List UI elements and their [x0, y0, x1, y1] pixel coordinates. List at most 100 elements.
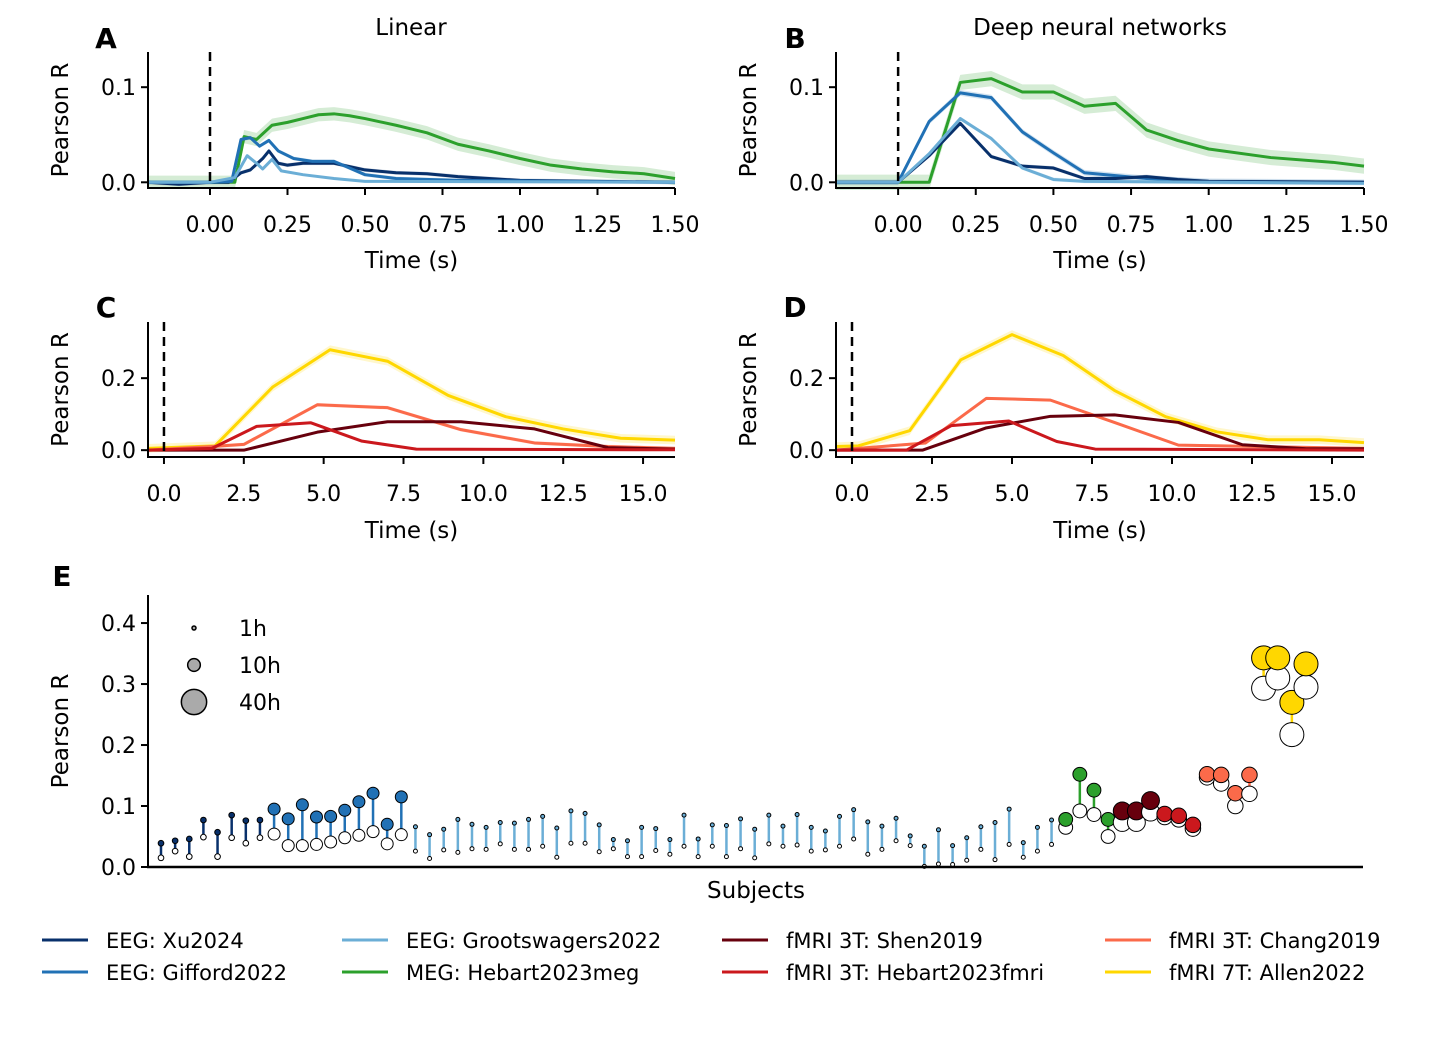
subject-point-open-Grootswagers2022 — [624, 854, 630, 860]
subject-point-open-Grootswagers2022 — [794, 842, 800, 848]
x-tick-label: 1.25 — [573, 213, 622, 238]
subject-point-filled-Hebart2023meg — [1072, 766, 1088, 782]
subject-point-filled-Grootswagers2022 — [1006, 806, 1012, 812]
subject-point-open-Grootswagers2022 — [964, 857, 970, 863]
x-tick-label: 0.50 — [1029, 213, 1078, 238]
subject-point-filled-Grootswagers2022 — [469, 821, 475, 827]
subject-point-filled-Grootswagers2022 — [554, 825, 560, 831]
panel-title: Deep neural networks — [973, 15, 1227, 41]
subject-point-open-Grootswagers2022 — [935, 861, 941, 867]
subject-point-open-Grootswagers2022 — [723, 854, 729, 860]
size-legend-label: 10h — [239, 654, 281, 679]
subject-point-filled-Grootswagers2022 — [653, 826, 659, 832]
y-tick-label: 0.3 — [101, 673, 136, 698]
line-Hebart2023fmri — [836, 419, 1365, 452]
subject-point-open-Xu2024 — [242, 839, 250, 847]
line-Hebart2023fmri — [147, 421, 676, 452]
x-tick-label: 7.5 — [1075, 482, 1110, 507]
x-tick-label: 1.50 — [1340, 213, 1389, 238]
subject-point-open-Grootswagers2022 — [596, 849, 602, 855]
subject-point-open-Grootswagers2022 — [992, 857, 998, 863]
subject-point-filled-Chang2019 — [1227, 784, 1244, 802]
subject-point-open-Xu2024 — [171, 847, 179, 855]
x-tick-label: 5.0 — [995, 482, 1030, 507]
x-tick-label: 1.25 — [1262, 213, 1311, 238]
y-tick-label: 0.2 — [101, 734, 136, 759]
subject-point-filled-Hebart2023fmri — [1156, 805, 1173, 823]
y-tick-label: 0.2 — [101, 367, 136, 392]
legend-item: fMRI 3T: Shen2019 — [722, 929, 983, 953]
y-tick-label: 0.0 — [101, 439, 136, 464]
subject-point-open-Grootswagers2022 — [837, 843, 843, 849]
x-tick-label: 7.5 — [386, 482, 421, 507]
subject-point-filled-Chang2019 — [1241, 766, 1258, 784]
y-axis-label: Pearson R — [48, 332, 74, 447]
subject-point-open-Grootswagers2022 — [639, 854, 645, 860]
subject-point-filled-Xu2024 — [185, 835, 193, 843]
subject-point-filled-Grootswagers2022 — [681, 812, 687, 818]
subject-point-filled-Shen2019 — [1141, 791, 1160, 810]
line-Shen2019 — [836, 413, 1364, 452]
subject-point-filled-Xu2024 — [228, 811, 236, 819]
subject-point-open-Grootswagers2022 — [441, 847, 447, 853]
subject-point-open-Grootswagers2022 — [412, 848, 418, 854]
line-Grootswagers2022 — [148, 154, 676, 184]
subject-point-filled-Gifford2022 — [295, 798, 309, 812]
subject-point-open-Grootswagers2022 — [851, 836, 857, 842]
y-axis-label: Pearson R — [736, 63, 762, 178]
y-axis-label: Pearson R — [48, 674, 74, 789]
subject-point-filled-Grootswagers2022 — [1020, 840, 1026, 846]
size-legend-label: 1h — [239, 617, 267, 642]
subject-point-open-Grootswagers2022 — [1020, 854, 1026, 860]
x-tick-label: 0.50 — [341, 213, 390, 238]
subject-point-open-Grootswagers2022 — [978, 846, 984, 852]
panel-a: 0.00 0.25 0.50 0.75 1.00 1.25 1.50 0.0 0.1 Time (… — [48, 15, 699, 274]
line-Allen2022 — [147, 348, 676, 450]
subject-point-open-Grootswagers2022 — [752, 855, 758, 861]
subject-point-open-Grootswagers2022 — [469, 846, 475, 852]
subject-point-filled-Hebart2023fmri — [1184, 816, 1202, 834]
subject-point-open-Grootswagers2022 — [822, 847, 828, 853]
legend-label: fMRI 3T: Shen2019 — [786, 929, 983, 953]
subject-point-open-Grootswagers2022 — [879, 846, 885, 852]
subject-point-open-Grootswagers2022 — [540, 843, 546, 849]
subject-point-open-Grootswagers2022 — [568, 840, 574, 846]
subject-point-open-Grootswagers2022 — [427, 855, 433, 861]
subject-point-open-Grootswagers2022 — [653, 848, 659, 854]
legend-label: EEG: Gifford2022 — [106, 961, 287, 985]
subject-point-filled-Grootswagers2022 — [907, 833, 913, 839]
legend-item: MEG: Hebart2023meg — [342, 961, 639, 985]
y-tick-label: 0.0 — [789, 439, 824, 464]
band-Allen2022 — [148, 345, 675, 453]
subject-point-filled-Gifford2022 — [352, 795, 366, 809]
subject-point-filled-Hebart2023meg — [1058, 812, 1074, 827]
y-tick-label: 0.0 — [101, 171, 136, 196]
y-tick-label: 0.0 — [789, 171, 824, 196]
subject-point-open-Grootswagers2022 — [808, 848, 814, 854]
subject-point-filled-Grootswagers2022 — [441, 826, 447, 832]
band-Hebart2023meg — [836, 71, 1364, 190]
subject-point-open-Grootswagers2022 — [738, 846, 744, 852]
x-tick-label: 15.0 — [619, 482, 668, 507]
subject-point-filled-Grootswagers2022 — [412, 824, 418, 830]
subject-point-filled-Gifford2022 — [267, 802, 281, 816]
legend-item: fMRI 3T: Chang2019 — [1105, 929, 1381, 953]
x-axis-label: Time (s) — [1052, 248, 1147, 274]
panel-c: 0.0 2.5 5.0 7.5 10.0 12.5 15.0 0.0 0.2 Time (s) Pe… — [48, 291, 676, 544]
subject-point-open-Gifford2022 — [309, 837, 323, 851]
subject-point-open-Grootswagers2022 — [695, 854, 701, 860]
subject-point-filled-Grootswagers2022 — [723, 823, 729, 829]
legend-item: fMRI 7T: Allen2022 — [1105, 961, 1365, 985]
x-tick-label: 12.5 — [1228, 482, 1277, 507]
subject-point-open-Gifford2022 — [324, 835, 338, 849]
subject-point-open-Grootswagers2022 — [554, 854, 560, 860]
subject-point-filled-Gifford2022 — [338, 803, 352, 817]
subject-point-open-Gifford2022 — [295, 839, 309, 853]
legend-item: EEG: Xu2024 — [42, 929, 244, 953]
line-Shen2019 — [148, 420, 676, 452]
x-tick-label: 1.00 — [1184, 213, 1233, 238]
legend-item: fMRI 3T: Hebart2023fmri — [722, 961, 1044, 985]
panel-letter: D — [783, 291, 806, 324]
subject-point-filled-Chang2019 — [1212, 766, 1230, 784]
subject-point-filled-Grootswagers2022 — [1049, 817, 1055, 823]
